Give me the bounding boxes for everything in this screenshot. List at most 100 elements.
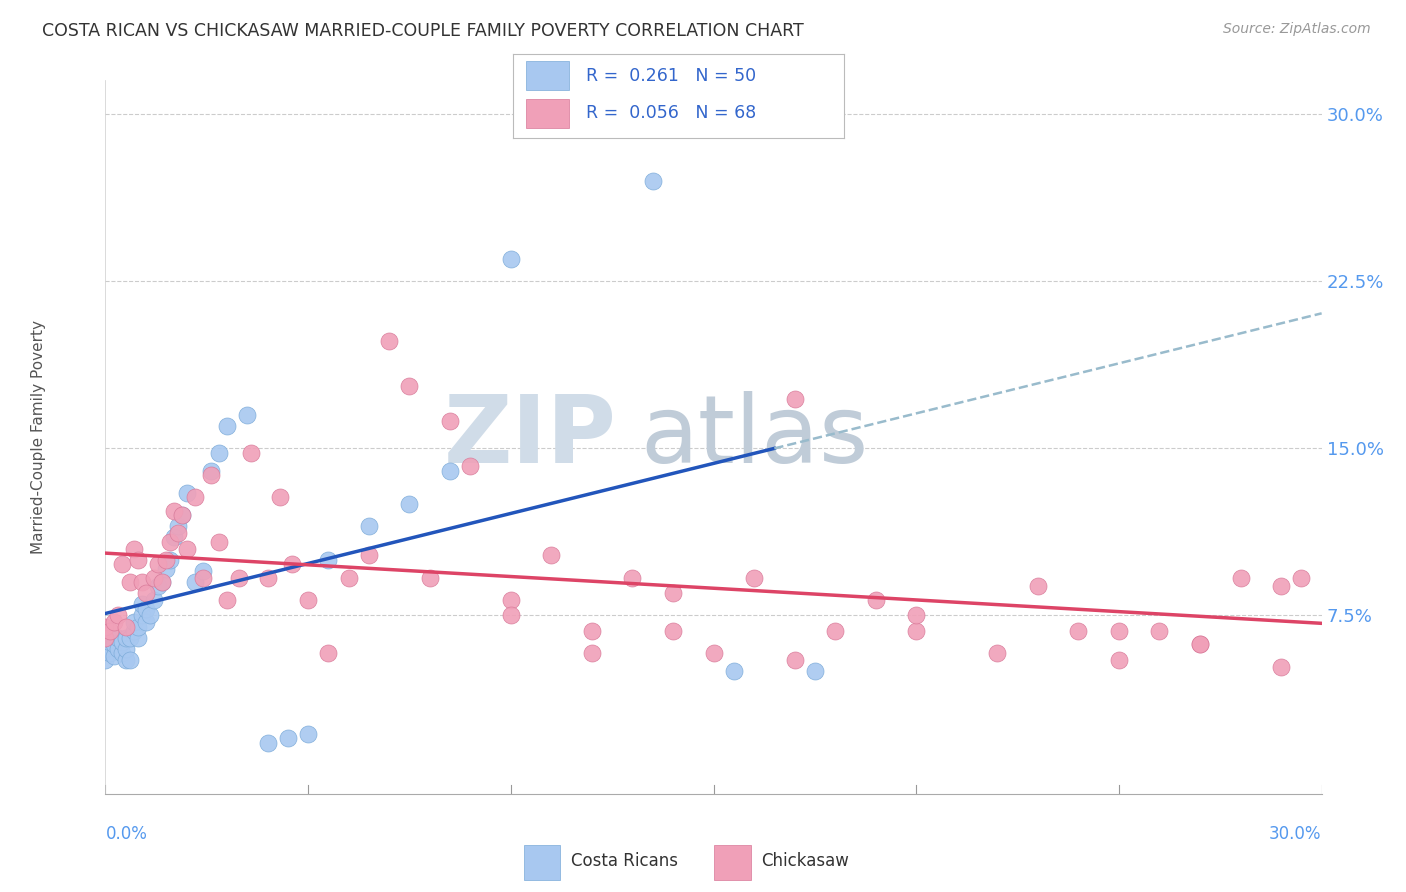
Point [103,648,125,663]
Point [94,642,117,657]
Point [581,624,603,639]
Point [499,592,522,607]
Point [163,530,186,544]
Point [865,592,887,607]
Point [1026,580,1049,594]
Text: COSTA RICAN VS CHICKASAW MARRIED-COUPLE FAMILY POVERTY CORRELATION CHART: COSTA RICAN VS CHICKASAW MARRIED-COUPLE … [42,22,804,40]
Point [122,541,145,556]
Point [155,562,177,576]
Point [176,485,198,500]
Point [398,497,420,511]
Point [94,619,117,633]
Point [114,631,136,645]
Point [172,508,194,523]
Point [297,726,319,740]
Point [439,464,461,478]
FancyBboxPatch shape [526,99,569,128]
Point [256,735,278,749]
Point [98,624,121,639]
Point [94,631,117,645]
Text: R =  0.056   N = 68: R = 0.056 N = 68 [586,103,756,122]
Point [783,392,806,407]
Point [122,624,145,639]
Point [122,615,145,630]
Point [150,574,173,589]
Point [135,601,157,615]
Point [135,586,157,600]
Point [146,557,169,571]
Point [131,598,153,612]
Point [1270,660,1292,674]
Point [702,646,725,660]
Point [114,619,136,633]
Text: atlas: atlas [641,391,869,483]
Point [621,571,644,585]
Point [256,571,278,585]
Point [127,619,149,633]
Point [111,557,134,571]
Point [228,571,250,585]
Point [1189,637,1212,651]
Point [1108,624,1130,639]
Point [159,552,181,567]
Point [240,446,263,460]
Point [1229,571,1251,585]
Point [269,490,291,504]
Text: Source: ZipAtlas.com: Source: ZipAtlas.com [1223,22,1371,37]
Point [111,646,134,660]
Text: Chickasaw: Chickasaw [762,852,849,870]
Point [107,608,129,623]
Point [127,631,149,645]
Text: 30.0%: 30.0% [1270,825,1322,843]
Point [742,571,765,585]
Point [183,574,205,589]
Point [114,642,136,657]
Point [281,557,304,571]
Point [723,664,745,678]
Point [398,378,420,392]
FancyBboxPatch shape [524,845,561,880]
Point [176,541,198,556]
Point [191,564,214,578]
Point [804,664,827,678]
Point [200,464,222,478]
Point [107,642,129,657]
Point [905,608,928,623]
Point [357,519,380,533]
Point [986,646,1008,660]
Point [103,637,125,651]
Text: Married-Couple Family Poverty: Married-Couple Family Poverty [31,320,46,554]
Point [183,490,205,504]
Text: ZIP: ZIP [443,391,616,483]
Point [419,571,441,585]
Point [357,548,380,563]
Point [1189,637,1212,651]
Point [163,503,186,517]
Point [318,646,340,660]
Point [783,653,806,667]
Point [318,552,340,567]
Point [107,631,129,645]
Point [155,552,177,567]
Point [662,624,685,639]
Point [167,525,190,540]
FancyBboxPatch shape [526,62,569,90]
Point [143,571,166,585]
Point [499,252,522,266]
Point [94,653,117,667]
Point [378,334,401,348]
Point [167,519,190,533]
Point [540,548,562,563]
Point [159,534,181,549]
Point [135,615,157,630]
Point [297,592,319,607]
FancyBboxPatch shape [714,845,751,880]
Point [111,635,134,649]
Point [1270,580,1292,594]
Text: 0.0%: 0.0% [105,825,148,843]
Point [118,574,141,589]
Point [641,173,664,188]
Point [499,608,522,623]
Point [439,414,461,429]
Point [143,592,166,607]
